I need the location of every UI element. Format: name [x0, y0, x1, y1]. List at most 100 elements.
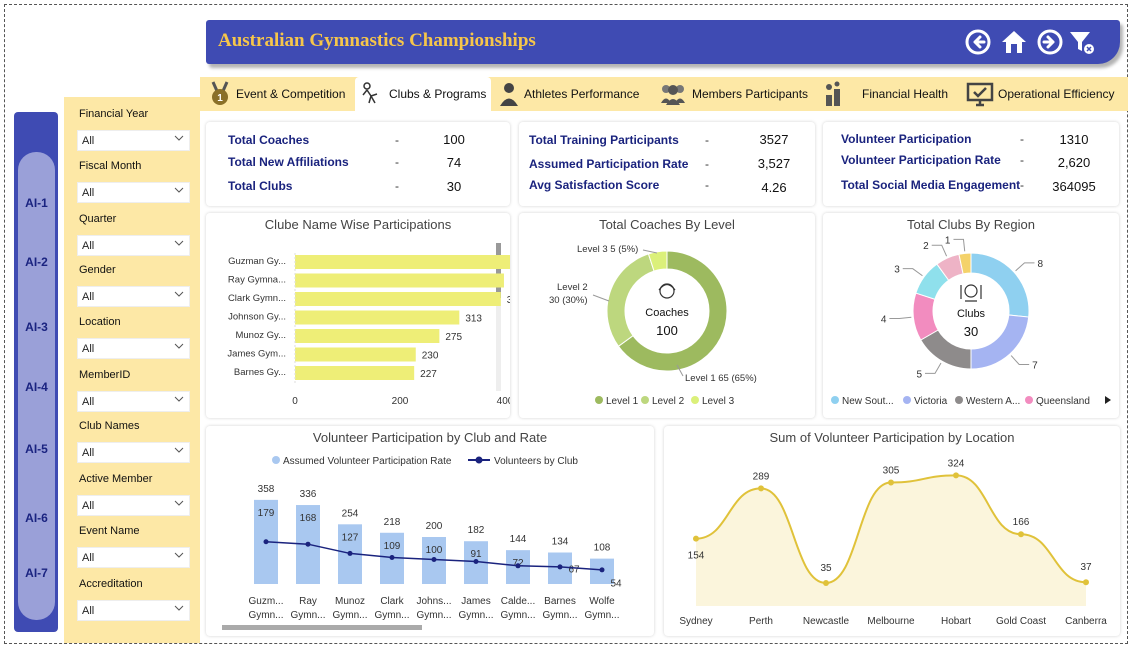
filter-dropdown-gender[interactable]: All — [77, 286, 190, 307]
clubs-icon — [960, 284, 982, 302]
ai-nav-item-5[interactable]: AI-5 — [25, 442, 48, 456]
clear-filter-icon[interactable] — [1068, 28, 1096, 56]
scrollbar-track[interactable] — [496, 243, 501, 391]
filter-dropdown-location[interactable]: All — [77, 338, 190, 359]
tab-financial-health[interactable]: Financial Health — [824, 77, 950, 111]
kpi-label: Total New Affiliations — [228, 155, 349, 169]
scrollbar-thumb[interactable] — [496, 243, 501, 298]
tab-clubs-programs[interactable]: Clubs & Programs — [355, 77, 491, 111]
bar-value-label: 313 — [465, 314, 482, 325]
legend-label: New Sout... — [842, 396, 894, 407]
kpi-value: 3,527 — [757, 156, 791, 171]
x-tick-label: Clark — [380, 596, 404, 607]
tab-event-competition[interactable]: 1 Event & Competition — [208, 77, 354, 111]
data-label: Level 1 65 (65%) — [685, 373, 757, 384]
ai-nav-item-6[interactable]: AI-6 — [25, 511, 48, 525]
ai-nav-item-2[interactable]: AI-2 — [25, 255, 48, 269]
ai-nav-track — [18, 152, 55, 620]
filter-value: All — [82, 605, 95, 617]
filter-dropdown-fiscal-month[interactable]: All — [77, 182, 190, 203]
kpi-label: Total Training Participants — [529, 133, 679, 147]
medal-icon: 1 — [211, 81, 229, 105]
filter-dropdown-active-member[interactable]: All — [77, 495, 190, 516]
data-point — [823, 579, 829, 586]
data-label: 5 — [916, 369, 922, 380]
kpi-card-volunteer: Volunteer Participation - 1310 Volunteer… — [823, 122, 1119, 206]
donut-center-label: Coaches — [645, 307, 689, 319]
bar-chart-icon — [826, 81, 840, 106]
kpi-value: 74 — [446, 155, 462, 170]
kpi-dash: - — [1020, 153, 1024, 167]
filter-dropdown-accreditation[interactable]: All — [77, 600, 190, 621]
chart-card-club-participations: Clube Name Wise Participations Guzman Gy… — [206, 213, 510, 418]
legend-marker — [641, 396, 649, 404]
donut-chart-coaches: Coaches 100 Level 3 5 (5%) Level 2 30 (30%) L… — [549, 244, 757, 407]
legend-label: Victoria — [914, 396, 948, 407]
kpi-dash: - — [705, 133, 709, 147]
bar — [295, 329, 440, 343]
leader-line — [889, 316, 912, 320]
filter-label: Financial Year — [79, 108, 149, 120]
ai-nav-item-3[interactable]: AI-3 — [25, 320, 48, 334]
data-label: 1 — [945, 235, 951, 246]
bar-category-label: Barnes Gy... — [234, 367, 286, 378]
kpi-value: 2,620 — [1057, 155, 1091, 170]
tab-label: Event & Competition — [236, 87, 346, 101]
tab-operational-efficiency[interactable]: Operational Efficiency — [966, 77, 1126, 111]
line-value-label: 100 — [426, 545, 443, 556]
kpi-card-coaches: Total Coaches - 100 Total New Affiliatio… — [206, 122, 510, 206]
tab-members-participants[interactable]: Members Participants — [658, 77, 814, 111]
filter-dropdown-financial-year[interactable]: All — [77, 130, 190, 151]
filter-dropdown-quarter[interactable]: All — [77, 235, 190, 256]
chart-title: Clube Name Wise Participations — [264, 217, 452, 232]
header-banner: Australian Gymnastics Championships — [206, 20, 1120, 64]
tab-label: Clubs & Programs — [389, 87, 487, 101]
legend-label: Queensland — [1036, 396, 1090, 407]
clubs-icon-arms — [960, 285, 982, 302]
filter-dropdown-event-name[interactable]: All — [77, 547, 190, 568]
line-point — [263, 539, 269, 545]
legend-next-icon — [1105, 396, 1111, 404]
x-tick-label: Gymn... — [542, 610, 577, 621]
line-value-label: 109 — [384, 541, 401, 552]
back-icon[interactable] — [964, 28, 992, 56]
legend-marker — [595, 396, 603, 404]
legend-label: Level 1 — [606, 396, 639, 407]
tab-label: Operational Efficiency — [998, 87, 1115, 101]
donut-slice — [958, 252, 972, 275]
data-label: 2 — [923, 241, 929, 252]
ai-nav-item-1[interactable]: AI-1 — [25, 196, 48, 210]
filter-dropdown-club-names[interactable]: All — [77, 442, 190, 463]
kpi-card-training: Total Training Participants - 3527 Assum… — [519, 122, 815, 206]
kpi-label: Volunteer Participation Rate — [841, 153, 1001, 167]
legend-marker — [1025, 396, 1033, 404]
x-tick-label: Ray — [299, 596, 317, 607]
bar-category-label: Ray Gymna... — [228, 275, 286, 286]
bar-value-label: 218 — [384, 517, 401, 528]
forward-icon[interactable] — [1036, 28, 1064, 56]
data-label: 305 — [883, 465, 900, 476]
kpi-dash: - — [705, 157, 709, 171]
gymnast-icon — [362, 82, 378, 104]
chart-card-clubs-by-region: Total Clubs By Region 8 7 5 4 3 2 1 Clubs 30 New … — [823, 213, 1119, 418]
tab-label: Athletes Performance — [524, 87, 640, 101]
data-point — [1018, 531, 1024, 538]
ai-nav-item-7[interactable]: AI-7 — [25, 566, 48, 580]
home-icon[interactable] — [1000, 28, 1028, 56]
x-tick-label: Gymn... — [584, 610, 619, 621]
line-point — [431, 557, 437, 562]
bar — [295, 255, 510, 269]
bar-value-label: 182 — [468, 525, 485, 536]
ai-nav-item-4[interactable]: AI-4 — [25, 380, 48, 394]
x-tick-label: Sydney — [679, 616, 712, 627]
tab-athletes-performance[interactable]: Athletes Performance — [498, 77, 644, 111]
data-label: 35 — [820, 563, 832, 574]
scrollbar-thumb[interactable] — [222, 625, 422, 630]
data-point — [953, 472, 959, 479]
filter-dropdown-memberid[interactable]: All — [77, 391, 190, 412]
filter-value: All — [82, 447, 95, 459]
chevron-down-icon — [174, 500, 184, 506]
kpi-dash: - — [395, 155, 399, 169]
filter-value: All — [82, 396, 95, 408]
monitor-check-icon — [966, 82, 994, 107]
